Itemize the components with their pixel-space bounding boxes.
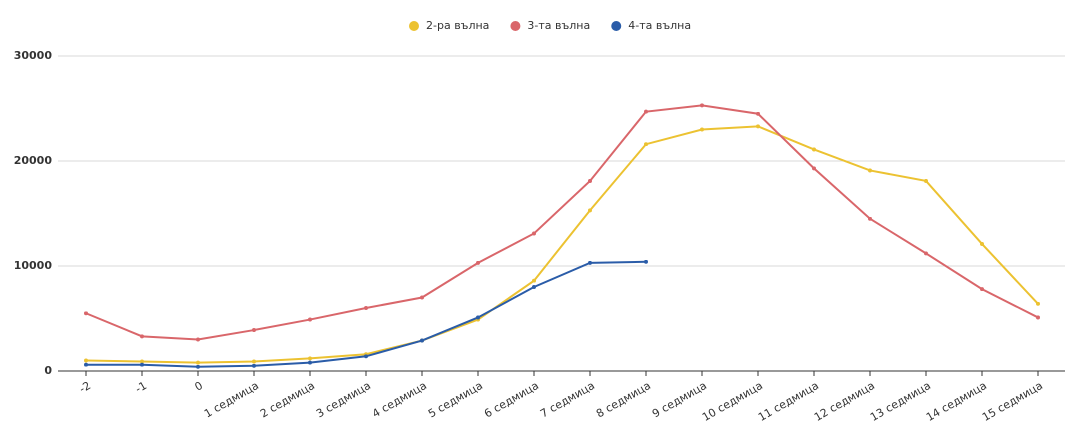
legend-swatch	[510, 21, 521, 31]
legend-label: 2-ра вълна	[426, 19, 489, 32]
x-tick-label: -1	[133, 379, 149, 396]
x-tick-label: 15 седмица	[980, 379, 1045, 424]
y-tick-label: 10000	[14, 259, 53, 272]
series-line	[84, 124, 1040, 365]
x-tick-label: -2	[77, 379, 93, 396]
x-tick-label: 14 седмица	[924, 379, 989, 424]
x-tick-label: 10 седмица	[700, 379, 765, 424]
x-tick-label: 3 седмица	[314, 379, 373, 421]
x-tick-label: 2 седмица	[258, 379, 317, 421]
x-tick-label: 12 седмица	[812, 379, 877, 424]
legend: 2-ра вълна 3-та вълна 4-та вълна	[409, 19, 691, 32]
x-tick-label: 13 седмица	[868, 379, 933, 424]
legend-label: 4-та вълна	[628, 19, 691, 32]
legend-swatch	[409, 21, 419, 31]
legend-label: 3-та вълна	[527, 19, 590, 32]
x-tick-label: 5 седмица	[426, 379, 485, 421]
x-tick-label: 7 седмица	[538, 379, 597, 421]
series-line	[84, 259, 648, 369]
x-tick-label: 8 седмица	[594, 379, 653, 421]
y-tick-label: 20000	[14, 154, 53, 167]
y-tick-label: 0	[44, 364, 52, 377]
series-line	[84, 103, 1040, 342]
y-tick-label: 30000	[14, 49, 53, 62]
x-tick-label: 0	[192, 379, 205, 394]
x-tick-label: 4 седмица	[370, 379, 429, 421]
x-tick-label: 6 седмица	[482, 379, 541, 421]
legend-swatch	[611, 21, 622, 31]
x-tick-label: 11 седмица	[756, 379, 821, 424]
x-tick-label: 1 седмица	[202, 379, 261, 421]
